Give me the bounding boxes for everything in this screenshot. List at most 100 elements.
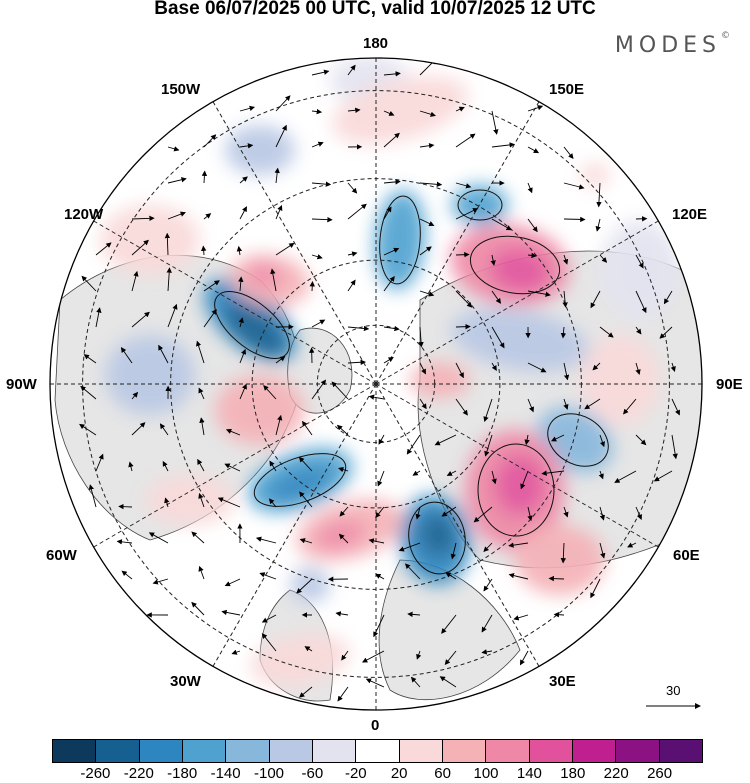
contour-lines (214, 189, 609, 575)
colorbar-cell (95, 740, 139, 762)
lon-label-150w: 150W (161, 81, 201, 98)
wind-arrow (670, 362, 676, 372)
wind-arrow (221, 609, 241, 616)
wind-arrow (304, 646, 313, 652)
wind-arrow (239, 383, 247, 400)
colorbar-cell (138, 740, 182, 762)
wind-arrow (239, 176, 248, 184)
meridian-line (375, 220, 659, 385)
anomaly-patch (580, 163, 610, 187)
wind-arrow (128, 461, 134, 472)
wind-arrow (419, 362, 426, 375)
colorbar-cell (268, 740, 312, 762)
colorbar-cell (355, 740, 399, 762)
wind-arrow (336, 424, 349, 436)
wind-arrow (434, 434, 457, 446)
anomaly-patch (225, 125, 295, 175)
wind-arrow (508, 542, 529, 548)
wind-arrow (562, 290, 568, 308)
colorbar-tick-label: -100 (253, 765, 285, 782)
wind-arrow (450, 542, 457, 560)
wind-arrow (365, 678, 385, 688)
wind-arrow (592, 362, 601, 371)
lon-label-90e: 90E (716, 376, 743, 393)
wind-arrow (270, 268, 277, 292)
colorbar-cell (571, 740, 616, 762)
anomaly-patch (374, 190, 426, 290)
wind-arrow (563, 216, 586, 223)
wind-arrow (118, 503, 133, 510)
colorbar-cell (615, 740, 659, 762)
lon-label-0: 0 (371, 717, 380, 734)
wind-arrow (596, 182, 602, 208)
wind-arrow (419, 290, 435, 297)
wind-arrow (473, 506, 493, 523)
wind-arrow (663, 290, 673, 305)
wind-arrow (383, 71, 401, 77)
wind-arrow (239, 105, 255, 112)
colorbar-tick-label: 20 (390, 765, 408, 782)
wind-arrow (455, 106, 465, 112)
wind-arrow (131, 270, 139, 292)
wind-arrow (527, 506, 533, 522)
wind-arrow (635, 362, 641, 375)
wind-arrow (275, 414, 283, 436)
wind-arrow (508, 573, 529, 580)
brand-name: MODES (614, 33, 721, 58)
wind-arrow (95, 307, 102, 328)
colorbar (52, 739, 703, 763)
colorbar-tick-label: 100 (473, 765, 499, 782)
wind-arrow (455, 290, 473, 308)
wind-arrow (455, 133, 476, 148)
wind-arrow (131, 391, 139, 400)
wind-arrow (338, 466, 349, 473)
wind-arrow (347, 107, 361, 113)
wind-arrow (95, 242, 112, 256)
wind-arrow (347, 251, 358, 257)
brand-logo: MODES© (614, 31, 730, 58)
colorbar-tick-label: 60 (434, 765, 451, 782)
wind-arrow (416, 650, 422, 660)
wind-arrow (198, 565, 205, 580)
wind-arrow (527, 252, 537, 259)
reference-arrow-icon (646, 703, 701, 709)
lon-label-120w: 120W (64, 206, 104, 223)
wind-arrow (419, 110, 436, 117)
wind-arrow (311, 379, 327, 400)
wind-arrow (239, 143, 254, 149)
lon-label-30e: 30E (549, 673, 576, 690)
colorbar-tick-label: 220 (603, 765, 629, 782)
wind-arrow (337, 686, 349, 702)
wind-arrow (131, 239, 149, 256)
wind-arrow (441, 614, 457, 634)
wind-arrow (513, 614, 529, 621)
wind-arrow (199, 417, 205, 436)
anomaly-patch (331, 75, 469, 145)
lat-lon-grid (50, 58, 702, 710)
wind-arrow (299, 686, 313, 698)
anomaly-patch (419, 513, 457, 557)
contour-line (477, 443, 555, 537)
wind-arrow (347, 279, 356, 292)
wind-arrow (491, 470, 497, 485)
wind-arrow (541, 470, 565, 476)
wind-arrow (627, 542, 637, 548)
wind-arrow (203, 134, 217, 148)
wind-arrow (383, 110, 395, 116)
wind-arrow (148, 532, 169, 544)
reference-vector: 30 (642, 683, 712, 713)
wind-arrow (347, 359, 366, 365)
colorbar-cell (658, 740, 702, 762)
meridian-line (212, 383, 377, 667)
wind-arrow (410, 676, 421, 688)
wind-arrow (590, 578, 601, 599)
wind-arrow (455, 182, 472, 189)
wind-arrow (275, 124, 287, 148)
wind-arrow (311, 319, 326, 328)
anomaly-patch (100, 205, 200, 275)
wind-arrow (635, 434, 647, 446)
wind-arrow (659, 326, 673, 339)
wind-arrow (418, 326, 424, 348)
wind-arrow (383, 247, 400, 256)
